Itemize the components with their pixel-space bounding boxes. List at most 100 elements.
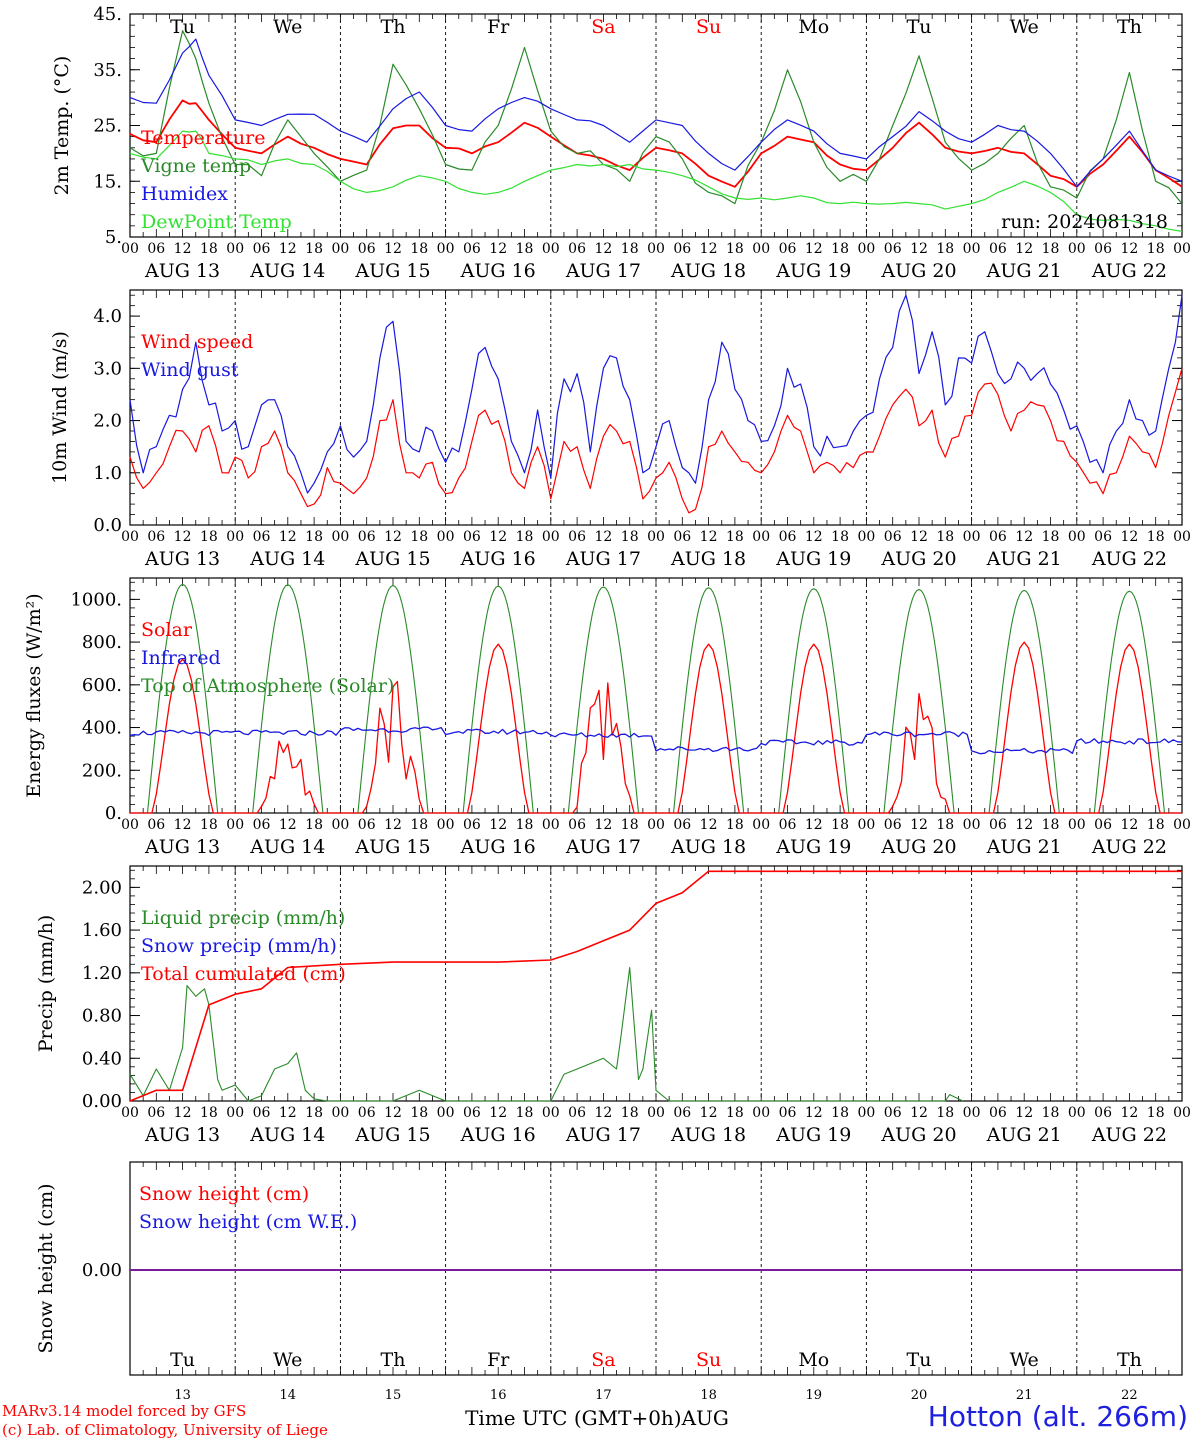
- date-label: AUG 16: [460, 836, 536, 858]
- hour-tick-label: 12: [384, 1105, 402, 1121]
- legend-snow-height-cm-w-e-: Snow height (cm W.E.): [139, 1211, 357, 1233]
- day-number-label: 22: [1121, 1388, 1138, 1403]
- y-tick-label: 4.0: [93, 306, 122, 327]
- date-label: AUG 16: [460, 548, 536, 570]
- date-label: AUG 20: [880, 1124, 956, 1146]
- hour-tick-label: 06: [989, 241, 1007, 257]
- hour-tick-label: 18: [831, 241, 849, 257]
- weekday-label: Sa: [591, 16, 615, 38]
- hour-tick-label: 00: [226, 529, 244, 545]
- series-line-vigne-temp: [129, 30, 1183, 205]
- date-label: AUG 15: [354, 836, 430, 858]
- hour-tick-label: 18: [410, 529, 428, 545]
- series-line-dewpoint-temp: [129, 130, 1183, 232]
- hour-tick-label: 06: [673, 1105, 691, 1121]
- series-line-infrared: [129, 726, 1183, 755]
- date-label: AUG 20: [880, 260, 956, 282]
- legend-infrared: Infrared: [141, 647, 221, 669]
- hour-tick-label: 06: [358, 529, 376, 545]
- hour-tick-label: 18: [621, 1105, 639, 1121]
- hour-tick-label: 18: [200, 1105, 218, 1121]
- hour-tick-label: 00: [857, 817, 875, 833]
- hour-tick-label: 18: [516, 817, 534, 833]
- hour-tick-label: 18: [936, 1105, 954, 1121]
- hour-tick-label: 12: [1015, 1105, 1033, 1121]
- day-number-label: 16: [490, 1388, 507, 1403]
- hour-tick-label: 12: [594, 817, 612, 833]
- weekday-label: Fr: [487, 1349, 510, 1371]
- weekday-label: We: [273, 16, 302, 38]
- series-line-total-cumulated-cm-: [129, 870, 1182, 1102]
- hour-tick-label: 18: [1147, 817, 1165, 833]
- y-tick-label: 45.: [93, 4, 122, 25]
- hour-tick-label: 06: [568, 817, 586, 833]
- weekday-label: Fr: [487, 16, 510, 38]
- hour-tick-label: 12: [279, 817, 297, 833]
- hour-tick-label: 12: [805, 817, 823, 833]
- hour-tick-label: 18: [831, 529, 849, 545]
- hour-tick-label: 06: [253, 529, 271, 545]
- date-label: AUG 22: [1091, 260, 1167, 282]
- weekday-label: Sa: [591, 1349, 615, 1371]
- hour-tick-label: 18: [410, 1105, 428, 1121]
- hour-tick-label: 12: [594, 529, 612, 545]
- date-label: AUG 15: [354, 1124, 430, 1146]
- hour-tick-label: 06: [358, 241, 376, 257]
- y-tick-label: 2.00: [82, 877, 122, 898]
- hour-tick-label: 18: [200, 817, 218, 833]
- weekday-label: Su: [696, 1349, 721, 1371]
- hour-tick-label: 00: [226, 241, 244, 257]
- date-label: AUG 21: [986, 260, 1062, 282]
- hour-tick-label: 06: [1094, 529, 1112, 545]
- y-tick-label: 0.40: [82, 1048, 122, 1069]
- hour-tick-label: 06: [1094, 1105, 1112, 1121]
- legend-snow-height-cm-: Snow height (cm): [139, 1183, 309, 1205]
- date-label: AUG 18: [670, 836, 746, 858]
- hour-tick-label: 06: [253, 241, 271, 257]
- hour-tick-label: 12: [1015, 817, 1033, 833]
- weekday-label: Tu: [907, 16, 932, 38]
- weekday-label: We: [1010, 1349, 1039, 1371]
- y-axis-title: 2m Temp. (°C): [51, 56, 73, 196]
- hour-tick-label: 12: [594, 1105, 612, 1121]
- hour-tick-label: 00: [1173, 529, 1191, 545]
- hour-tick-label: 00: [963, 1105, 981, 1121]
- hour-tick-label: 18: [936, 817, 954, 833]
- date-label: AUG 21: [986, 836, 1062, 858]
- hour-tick-label: 06: [673, 241, 691, 257]
- y-tick-label: 1000.: [70, 589, 122, 610]
- hour-tick-label: 18: [305, 241, 323, 257]
- hour-tick-label: 06: [673, 817, 691, 833]
- date-label: AUG 14: [249, 260, 325, 282]
- hour-tick-label: 06: [989, 817, 1007, 833]
- hour-tick-label: 12: [1015, 241, 1033, 257]
- hour-tick-label: 12: [489, 241, 507, 257]
- hour-tick-label: 18: [621, 529, 639, 545]
- hour-tick-label: 12: [174, 529, 192, 545]
- hour-tick-label: 06: [989, 1105, 1007, 1121]
- hour-tick-label: 00: [963, 529, 981, 545]
- hour-tick-label: 06: [358, 1105, 376, 1121]
- hour-tick-label: 06: [463, 529, 481, 545]
- legend-solar: Solar: [141, 619, 193, 641]
- date-label: AUG 18: [670, 260, 746, 282]
- weekday-label: Mo: [798, 16, 829, 38]
- y-tick-label: 25.: [93, 116, 122, 137]
- y-tick-label: 400.: [82, 718, 122, 739]
- date-label: AUG 20: [880, 548, 956, 570]
- day-number-label: 19: [806, 1388, 823, 1403]
- y-tick-label: 1.20: [82, 963, 122, 984]
- hour-tick-label: 00: [647, 241, 665, 257]
- hour-tick-label: 12: [384, 241, 402, 257]
- legend-total-cumulated-cm-: Total cumulated (cm): [141, 963, 346, 985]
- hour-tick-label: 00: [121, 529, 139, 545]
- weekday-label: Su: [696, 16, 721, 38]
- hour-tick-label: 18: [200, 529, 218, 545]
- date-label: AUG 22: [1091, 1124, 1167, 1146]
- weekday-label: Tu: [170, 1349, 195, 1371]
- date-label: AUG 20: [880, 836, 956, 858]
- hour-tick-label: 18: [305, 1105, 323, 1121]
- hour-tick-label: 00: [1173, 241, 1191, 257]
- series-line-humidex: [129, 38, 1183, 188]
